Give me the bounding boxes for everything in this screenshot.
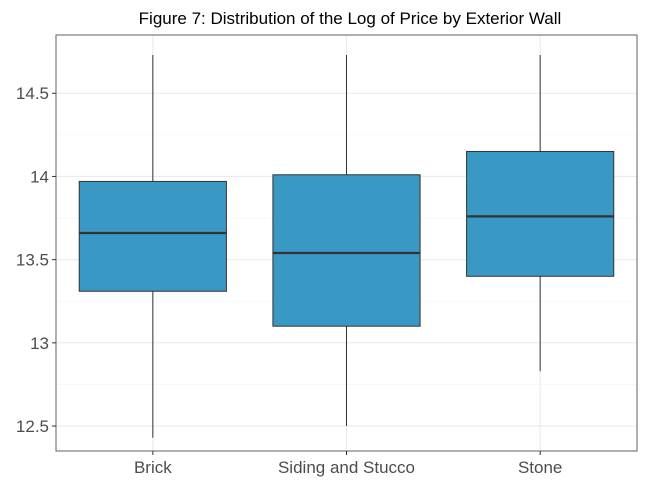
y-tick-label: 14 [30,167,49,186]
x-tick-label: Brick [134,458,172,477]
box-brick [78,180,227,292]
box-stone [466,150,615,277]
y-tick-label: 13.5 [16,251,49,270]
x-tick-label: Stone [518,458,562,477]
y-tick-label: 12.5 [16,417,49,436]
chart-title: Figure 7: Distribution of the Log of Pri… [139,9,562,28]
box-siding-and-stucco [272,174,421,327]
y-tick-label: 13 [30,334,49,353]
plot-area: 12.5 13 13.5 14 14.5 Brick Siding and Stucco St… [16,34,638,477]
y-tick-label: 14.5 [16,84,49,103]
x-tick-label: Siding and Stucco [278,458,415,477]
